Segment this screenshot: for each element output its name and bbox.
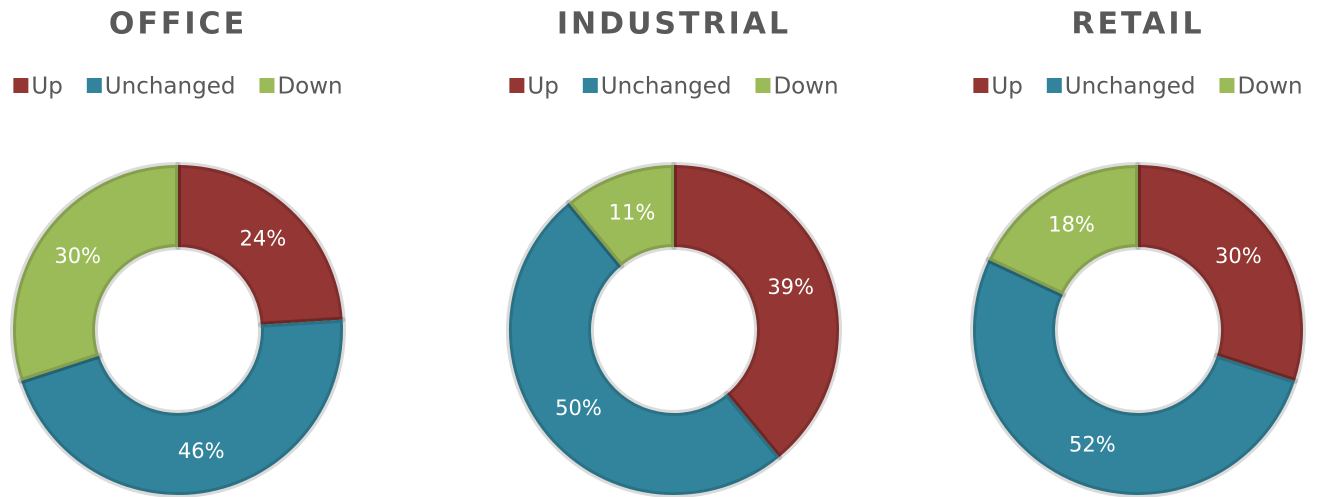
legend-label: Up [527,74,558,100]
legend-label: Up [991,74,1022,100]
donut-segment [10,162,181,384]
legend-swatch [582,78,598,93]
legend-label: Unchanged [1065,74,1196,100]
data-label: 52% [1069,432,1116,456]
legend-label: Unchanged [105,74,236,100]
data-label: 46% [178,439,225,463]
donut-segment [565,162,677,270]
donut-segment [671,162,842,461]
data-label: 18% [1048,212,1095,236]
data-label: 30% [1215,244,1262,268]
donut-segment [506,199,783,497]
chart-title: OFFICE [109,7,247,42]
legend-swatch [86,78,102,93]
chart-title: RETAIL [1071,7,1204,42]
data-label: 50% [555,396,602,420]
donut-segment [985,162,1141,298]
legend-label: Up [31,74,62,100]
donut-segment [1135,162,1306,384]
donut-segment [969,256,1298,497]
legend-label: Down [773,74,838,100]
data-label: 11% [609,200,656,224]
legend-swatch [1046,78,1062,93]
data-label: 39% [767,275,814,299]
legend-swatch [973,78,989,93]
legend-swatch [259,78,275,93]
legend-label: Down [1237,74,1302,100]
legend-swatch [509,78,525,93]
legend-swatch [755,78,771,93]
legend-label: Unchanged [601,74,732,100]
legend-swatch [13,78,29,93]
donut-segment [175,162,346,328]
legend-label: Down [277,74,342,100]
legend-swatch [1219,78,1235,93]
data-label: 24% [240,227,287,251]
chart-title: INDUSTRIAL [557,7,791,42]
donut-segment [18,316,346,497]
data-label: 30% [54,244,101,268]
